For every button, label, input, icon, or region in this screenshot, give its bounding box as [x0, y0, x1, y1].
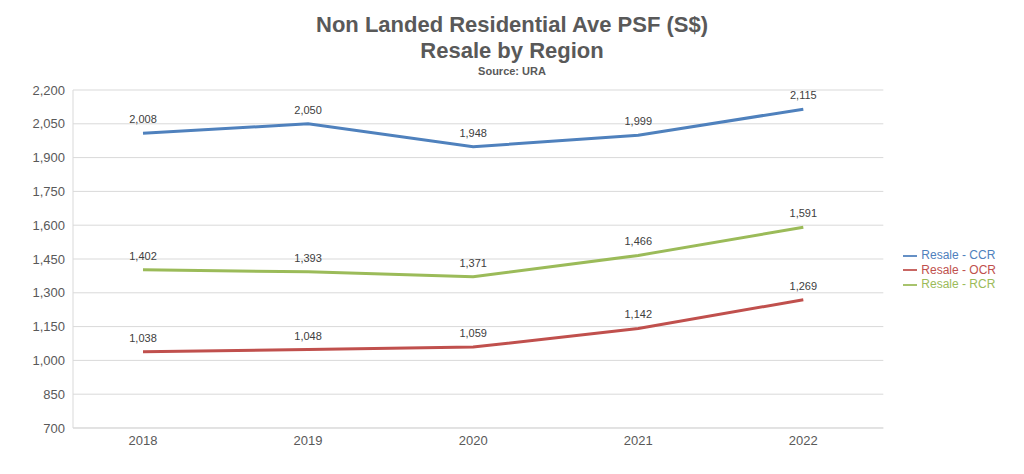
svg-text:1,900: 1,900 [32, 150, 65, 165]
svg-text:2020: 2020 [459, 433, 488, 448]
svg-text:1,300: 1,300 [32, 285, 65, 300]
svg-text:1,402: 1,402 [129, 250, 157, 262]
svg-text:1,059: 1,059 [459, 327, 487, 339]
svg-text:700: 700 [43, 421, 65, 436]
svg-text:1,591: 1,591 [790, 207, 818, 219]
svg-text:1,048: 1,048 [294, 330, 322, 342]
svg-text:1,999: 1,999 [624, 115, 652, 127]
svg-text:1,393: 1,393 [294, 252, 322, 264]
svg-text:1,600: 1,600 [32, 218, 65, 233]
svg-text:1,371: 1,371 [459, 257, 487, 269]
svg-text:1,750: 1,750 [32, 184, 65, 199]
svg-text:1,948: 1,948 [459, 127, 487, 139]
svg-text:1,000: 1,000 [32, 353, 65, 368]
html-text:Source: URA: Source: URA [478, 65, 546, 77]
svg-text:2,115: 2,115 [790, 89, 817, 101]
svg-text:2019: 2019 [294, 433, 323, 448]
svg-text:2018: 2018 [129, 433, 158, 448]
html-text:Non Landed Residential Ave PSF: Non Landed Residential Ave PSF (S$) [316, 12, 708, 37]
html-text:Resale - OCR: Resale - OCR [921, 262, 996, 277]
svg-text:1,450: 1,450 [32, 252, 65, 267]
svg-text:1,038: 1,038 [129, 332, 157, 344]
svg-text:1,466: 1,466 [624, 235, 652, 247]
svg-text:2,050: 2,050 [294, 104, 322, 116]
svg-text:1,269: 1,269 [790, 280, 818, 292]
svg-text:2021: 2021 [624, 433, 653, 448]
html-text:Resale - CCR: Resale - CCR [921, 247, 996, 262]
svg-text:1,142: 1,142 [624, 308, 652, 320]
svg-text:2022: 2022 [789, 433, 818, 448]
svg-text:850: 850 [43, 387, 65, 402]
svg-text:1,150: 1,150 [32, 319, 65, 334]
svg-text:2,008: 2,008 [129, 113, 157, 125]
svg-text:2,050: 2,050 [32, 116, 65, 131]
html-text:Resale - RCR: Resale - RCR [921, 277, 996, 292]
html-text:Resale by Region: Resale by Region [420, 38, 604, 63]
svg-text:2,200: 2,200 [32, 83, 65, 98]
